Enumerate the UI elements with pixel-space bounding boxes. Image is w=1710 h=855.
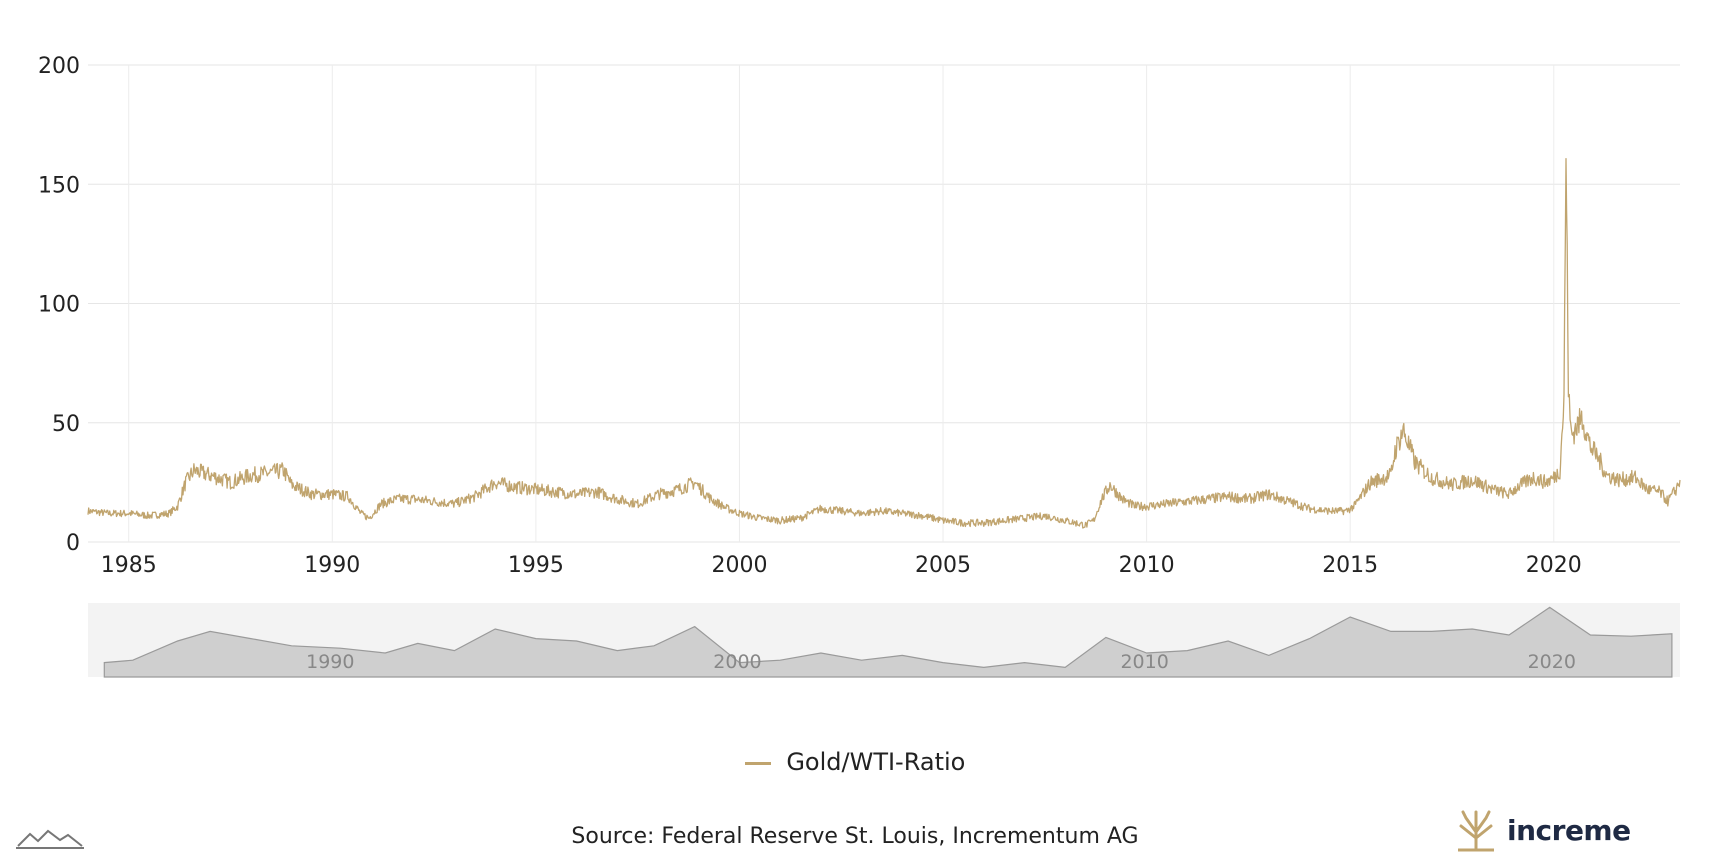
- navigator-tick-label: 2020: [1528, 651, 1576, 673]
- plot-area[interactable]: [87, 158, 1681, 529]
- series-line-gold-wti-ratio[interactable]: [87, 158, 1681, 529]
- y-tick-label: 150: [38, 173, 80, 198]
- logo-text: increme: [1507, 813, 1631, 847]
- legend[interactable]: Gold/WTI-Ratio: [0, 748, 1710, 776]
- navigator-tick-label: 2010: [1120, 651, 1168, 673]
- chart-svg: 0 50 100 150 200 1985 1990 1995 2000 2005 2010 201…: [38, 54, 1681, 678]
- legend-swatch: [744, 761, 771, 765]
- y-tick-label: 100: [38, 293, 80, 318]
- x-tick-label: 2015: [1322, 553, 1378, 578]
- x-tick-label: 2020: [1526, 553, 1582, 578]
- x-tick-label: 1985: [101, 553, 157, 578]
- x-tick-label: 2005: [915, 553, 971, 578]
- x-tick-label: 1995: [508, 553, 564, 578]
- gridlines: [88, 64, 1680, 543]
- y-tick-label: 50: [52, 412, 80, 437]
- mountain-line-icon: [16, 826, 84, 854]
- navigator-tick-label: 1990: [306, 651, 354, 673]
- x-tick-label: 2000: [711, 553, 767, 578]
- range-navigator[interactable]: 1990 2000 2010 2020: [88, 603, 1680, 678]
- tree-icon: [1455, 808, 1497, 852]
- y-tick-label: 0: [66, 531, 80, 556]
- x-axis: 1985 1990 1995 2000 2005 2010 2015 2020: [101, 553, 1582, 578]
- source-note: Source: Federal Reserve St. Louis, Incre…: [571, 824, 1139, 849]
- incrementum-logo: increme: [1455, 808, 1631, 852]
- navigator-tick-label: 2000: [713, 651, 761, 673]
- y-axis: 0 50 100 150 200: [38, 54, 80, 556]
- y-tick-label: 200: [38, 54, 80, 79]
- navigator-area: [103, 606, 1673, 678]
- x-tick-label: 1990: [304, 553, 360, 578]
- x-tick-label: 2010: [1119, 553, 1175, 578]
- legend-label: Gold/WTI-Ratio: [786, 748, 966, 776]
